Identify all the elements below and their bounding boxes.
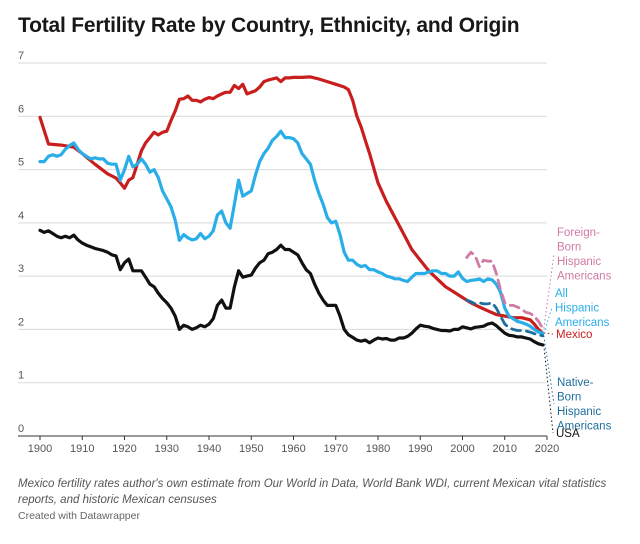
y-tick-label: 0 xyxy=(18,423,24,435)
x-tick-label: 1970 xyxy=(324,443,348,455)
y-tick-label: 6 xyxy=(18,103,24,115)
y-tick-label: 1 xyxy=(18,370,24,382)
chart-notes: Mexico fertility rates author's own esti… xyxy=(18,478,607,506)
x-tick-label: 1940 xyxy=(197,443,221,455)
series-label-native-born-hispanic-americans: Native-Born Hispanic Americans xyxy=(557,377,612,433)
label-leader-all-hispanic-americans xyxy=(543,307,553,334)
line-chart: 0 1 2 3 4 5 6 7 1900 1910 1920 1930 1940 1950 1960 1970… xyxy=(18,50,612,455)
series-lines xyxy=(38,75,545,347)
chart-credit: Created with Datawrapper xyxy=(18,510,140,522)
y-tick-label: 4 xyxy=(18,210,24,222)
y-tick-label: 3 xyxy=(18,263,24,275)
x-tick-label: 1990 xyxy=(408,443,432,455)
label-leader-foreign-born-hispanic-americans xyxy=(543,253,555,329)
series-label-mexico: Mexico xyxy=(556,329,592,341)
x-tick-label: 1920 xyxy=(112,443,136,455)
x-tick-label: 1900 xyxy=(28,443,52,455)
series-line-all-hispanic-americans xyxy=(38,129,545,335)
label-leader-native-born-hispanic-americans xyxy=(543,335,555,404)
y-tick-label: 5 xyxy=(18,157,24,169)
series-label-foreign-born-hispanic-americans: Foreign-Born Hispanic Americans xyxy=(557,227,612,283)
x-tick-label: 2000 xyxy=(450,443,474,455)
series-line-native-born-hispanic-americans xyxy=(465,298,545,338)
y-tick-label: 2 xyxy=(18,316,24,328)
label-leaders xyxy=(543,253,555,434)
y-tick-label: 7 xyxy=(18,50,24,62)
x-tick-label: 1930 xyxy=(155,443,179,455)
x-tick-label: 1980 xyxy=(366,443,390,455)
label-leader-usa xyxy=(543,344,554,434)
chart-title: Total Fertility Rate by Country, Ethnici… xyxy=(18,14,520,37)
x-tick-label: 2020 xyxy=(535,443,559,455)
x-tick-label: 1950 xyxy=(239,443,263,455)
series-line-mexico xyxy=(38,75,545,335)
series-line-foreign-born-hispanic-americans xyxy=(465,250,545,330)
label-leader-mexico xyxy=(543,332,554,335)
x-tick-label: 1910 xyxy=(70,443,94,455)
series-label-all-hispanic-americans: All Hispanic Americans xyxy=(555,288,610,329)
x-tick-label: 1960 xyxy=(281,443,305,455)
series-line-usa xyxy=(38,228,545,347)
x-tick-label: 2010 xyxy=(493,443,517,455)
axis-ticks: 0 1 2 3 4 5 6 7 1900 1910 1920 1930 1940 1950 1960 1970… xyxy=(18,50,559,455)
series-label-usa: USA xyxy=(556,428,580,440)
